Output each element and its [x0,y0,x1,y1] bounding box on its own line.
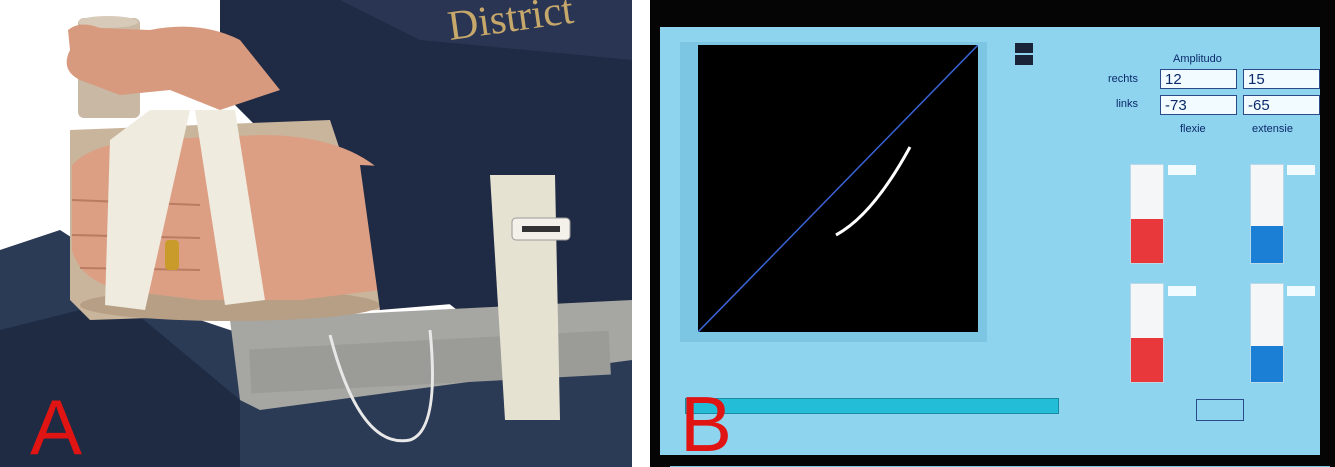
plot-frame [680,42,987,342]
diagonal-reference-line [697,44,979,333]
panel-b-photo: Amplitudo rechts links 12 15 -73 -65 fle… [650,0,1335,467]
row-label-left: links [1116,98,1139,110]
gauge-top-right [1250,164,1284,264]
row-label-right: rechts [1108,73,1138,85]
gauge-bottom-left-input[interactable] [1168,286,1196,296]
gauge-top-left [1130,164,1164,264]
gauge-top-left-fill [1131,218,1163,263]
hand-orthosis-photo: District [0,0,632,467]
panel-letter-b: B [680,380,733,467]
gauge-bottom-right-input[interactable] [1287,286,1315,296]
gauge-bottom-left [1130,283,1164,383]
right-flexion-value: 12 [1160,69,1237,89]
left-flexion-value: -73 [1160,95,1237,115]
gauge-bottom-left-fill [1131,337,1163,382]
column-label-flexion: flexie [1180,123,1206,135]
plot-svg [697,44,979,333]
column-label-extension: extensie [1252,123,1293,135]
left-extension-value: -65 [1243,95,1320,115]
xy-plot [697,44,979,333]
right-extension-value: 15 [1243,69,1320,89]
monitor-screen: Amplitudo rechts links 12 15 -73 -65 fle… [660,27,1330,467]
legend-toggle-2[interactable] [1015,55,1033,65]
panel-letter-a: A [30,383,83,467]
panel-a-photo: District A [0,0,632,467]
gauge-bottom-right-fill [1251,345,1283,382]
progress-bar [685,398,1059,414]
angle-trace-line [835,146,912,237]
gauge-bottom-right [1250,283,1284,383]
legend-toggle-1[interactable] [1015,43,1033,53]
amplitude-title: Amplitudo [1173,53,1222,65]
gauge-top-right-input[interactable] [1287,165,1315,175]
ok-button[interactable] [1196,399,1244,421]
gauge-top-left-input[interactable] [1168,165,1196,175]
gauge-top-right-fill [1251,225,1283,263]
